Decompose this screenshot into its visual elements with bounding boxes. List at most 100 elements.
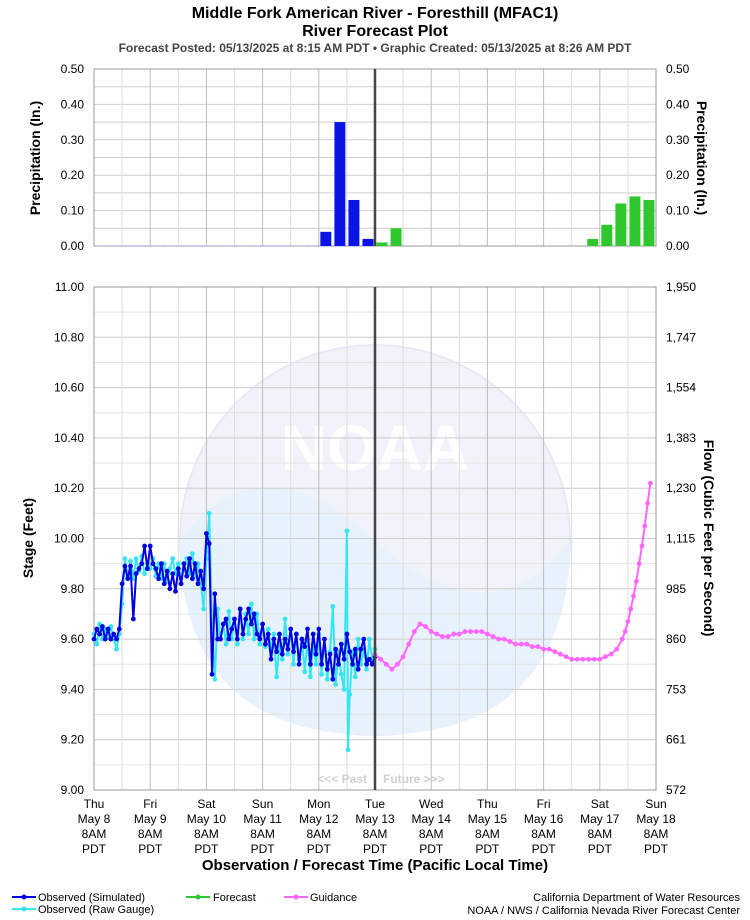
point-guidance: [608, 651, 614, 657]
point-observed-simulated: [119, 581, 125, 587]
point-observed-simulated: [260, 621, 265, 627]
point-observed-simulated: [277, 631, 282, 637]
precip-ytick-right: 0.00: [666, 239, 690, 253]
point-observed-simulated: [344, 631, 350, 637]
stage-ytick-left: 10.60: [54, 381, 84, 395]
point-observed-simulated: [164, 568, 170, 574]
point-observed-simulated: [178, 581, 184, 587]
point-observed-simulated: [136, 566, 142, 572]
x-tick-line: Sat: [197, 797, 216, 811]
point-observed-simulated: [330, 676, 336, 682]
point-guidance: [625, 619, 631, 624]
precip-bar-forecast: [629, 196, 641, 246]
point-observed-simulated: [187, 556, 192, 562]
precip-bar-observed: [334, 122, 346, 246]
point-observed-raw-gauge: [114, 646, 119, 652]
legend-item-observed-raw: Observed (Raw Gauge): [12, 904, 154, 916]
precip-ytick-left: 0.30: [61, 133, 85, 147]
point-guidance: [440, 634, 445, 639]
legend-item-guidance: Guidance: [284, 892, 357, 904]
point-guidance: [445, 634, 451, 639]
stage-ytick-left: 11.00: [55, 280, 84, 294]
point-observed-simulated: [243, 616, 249, 622]
point-observed-simulated: [299, 636, 305, 642]
point-guidance: [507, 639, 513, 645]
point-guidance: [501, 636, 507, 642]
chart-title: Middle Fork American River - Foresthill …: [192, 5, 559, 22]
x-tick-line: PDT: [644, 842, 669, 856]
x-tick-line: 8AM: [82, 827, 107, 841]
x-tick-line: PDT: [251, 842, 276, 856]
point-guidance: [535, 644, 541, 650]
point-guidance: [622, 629, 628, 634]
point-guidance: [513, 641, 518, 647]
x-tick-line: May 16: [524, 812, 564, 826]
point-guidance: [490, 634, 496, 639]
point-observed-simulated: [291, 649, 296, 655]
x-tick-line: PDT: [419, 842, 444, 856]
point-guidance: [541, 646, 546, 652]
x-tick-line: Sat: [591, 797, 610, 811]
point-observed-raw-gauge: [347, 692, 353, 697]
stage-ytick-left: 9.40: [61, 682, 85, 696]
point-guidance: [473, 629, 479, 634]
point-observed-simulated: [204, 531, 209, 536]
point-observed-raw-gauge: [338, 671, 344, 677]
forecast-posted-text: Forecast Posted: 05/13/2025 at 8:15 AM P…: [119, 41, 633, 55]
point-observed-simulated: [248, 621, 254, 627]
x-axis-label: Observation / Forecast Time (Pacific Loc…: [202, 857, 548, 874]
point-observed-raw-gauge: [279, 656, 285, 662]
point-observed-simulated: [144, 566, 150, 572]
stage-ytick-left: 10.00: [54, 532, 84, 546]
point-observed-simulated: [232, 616, 237, 622]
past-label: <<< Past: [317, 772, 367, 786]
x-tick-line: May 17: [580, 812, 620, 826]
point-observed-raw-gauge: [248, 601, 254, 607]
point-observed-simulated: [265, 631, 271, 637]
point-observed-simulated: [310, 631, 316, 637]
x-tick-line: 8AM: [138, 827, 163, 841]
precip-bar-forecast: [601, 224, 613, 246]
x-tick-line: May 11: [243, 812, 282, 826]
precip-ylabel-right: Precipitation (In.): [694, 101, 710, 215]
point-guidance: [603, 654, 608, 660]
point-guidance: [389, 666, 395, 672]
point-guidance: [496, 636, 502, 642]
x-tick-line: May 8: [78, 812, 111, 826]
point-guidance: [451, 631, 457, 637]
point-observed-simulated: [114, 636, 119, 642]
point-observed-simulated: [184, 573, 190, 579]
point-observed-raw-gauge: [240, 636, 246, 642]
point-observed-simulated: [170, 571, 176, 577]
point-observed-raw-gauge: [313, 661, 319, 667]
point-observed-simulated: [274, 649, 280, 655]
point-guidance: [411, 629, 417, 634]
point-observed-simulated: [100, 624, 105, 629]
point-observed-simulated: [201, 586, 206, 592]
point-guidance: [462, 629, 468, 634]
point-observed-simulated: [263, 641, 268, 647]
point-observed-simulated: [128, 563, 133, 569]
point-guidance: [383, 661, 389, 667]
point-observed-simulated: [361, 636, 367, 642]
x-tick-line: May 12: [299, 812, 339, 826]
point-guidance: [574, 656, 580, 662]
point-guidance: [633, 578, 639, 584]
point-observed-simulated: [246, 606, 251, 612]
point-observed-simulated: [97, 631, 103, 637]
point-observed-simulated: [305, 626, 310, 632]
svg-text:Forecast: Forecast: [213, 892, 256, 904]
point-guidance: [456, 631, 462, 637]
point-observed-simulated: [322, 636, 327, 642]
point-guidance: [558, 651, 563, 657]
precip-ytick-left: 0.20: [61, 168, 85, 182]
precipitation-panel: 0.00 0.00 0.10 0.10 0.20 0.20 0.30 0.30 0.40 0.40…: [61, 62, 690, 253]
point-guidance: [518, 641, 524, 647]
x-tick-line: PDT: [532, 842, 557, 856]
point-observed-simulated: [161, 581, 167, 587]
x-tick-line: 8AM: [194, 827, 219, 841]
